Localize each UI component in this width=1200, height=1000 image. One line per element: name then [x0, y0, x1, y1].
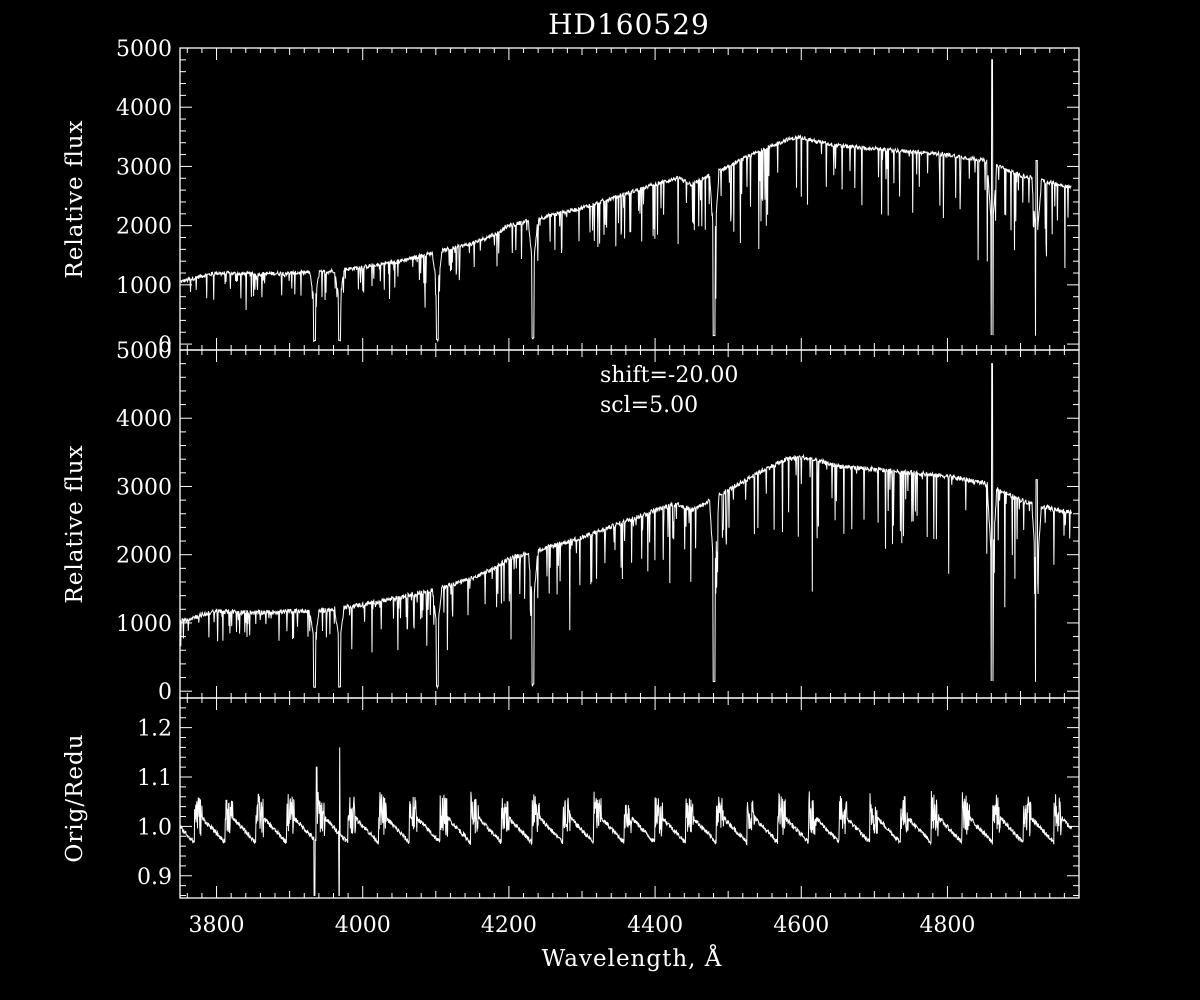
y-tick-label: 1000 — [116, 612, 172, 637]
y-tick-label: 1.0 — [137, 815, 172, 840]
panel-frame — [179, 697, 1080, 899]
y-axis-title: Relative flux — [62, 119, 88, 278]
x-tick-label: 4200 — [481, 913, 537, 938]
annotation-label: shift=-20.00 — [600, 363, 738, 388]
flux-panel-top: 0 1000 2000 3000 4000 5000 Relative flux — [62, 37, 1080, 358]
y-tick-label: 0 — [158, 333, 172, 358]
y-tick-label: 1000 — [116, 274, 172, 299]
y-tick-label: 1.1 — [137, 766, 172, 791]
x-tick-label: 4000 — [335, 913, 391, 938]
annotation-label: scl=5.00 — [600, 393, 698, 418]
y-tick-label: 5000 — [116, 37, 172, 62]
y-tick-label: 1.2 — [137, 717, 172, 742]
x-tick-label: 4600 — [773, 913, 829, 938]
y-tick-label: 5000 — [116, 339, 172, 364]
ratio-panel-bottom: 0.9 1.0 1.1 1.2 Orig/Redu — [62, 697, 1080, 899]
y-axis-title: Relative flux — [62, 444, 88, 603]
spectrum-line — [180, 59, 1072, 343]
x-axis-title: Wavelength, Å — [542, 944, 723, 972]
spectrum-line — [180, 747, 1073, 896]
y-tick-label: 2000 — [116, 215, 172, 240]
x-tick-label: 3800 — [189, 913, 245, 938]
y-tick-label: 4000 — [116, 407, 172, 432]
spectrum-line — [179, 363, 1072, 690]
y-tick-label: 3000 — [116, 155, 172, 180]
y-tick-label: 3000 — [116, 475, 172, 500]
y-tick-label: 4000 — [116, 96, 172, 121]
y-axis-title: Orig/Redu — [62, 733, 88, 862]
chart-title: HD160529 — [548, 8, 710, 41]
y-tick-label: 0 — [158, 680, 172, 705]
y-tick-label: 2000 — [116, 544, 172, 569]
flux-panel-middle: 0 1000 2000 3000 4000 5000 Relative flux shift=… — [62, 339, 1080, 705]
y-tick-label: 0.9 — [137, 865, 172, 890]
x-tick-label: 4400 — [627, 913, 683, 938]
x-tick-label: 4800 — [919, 913, 975, 938]
